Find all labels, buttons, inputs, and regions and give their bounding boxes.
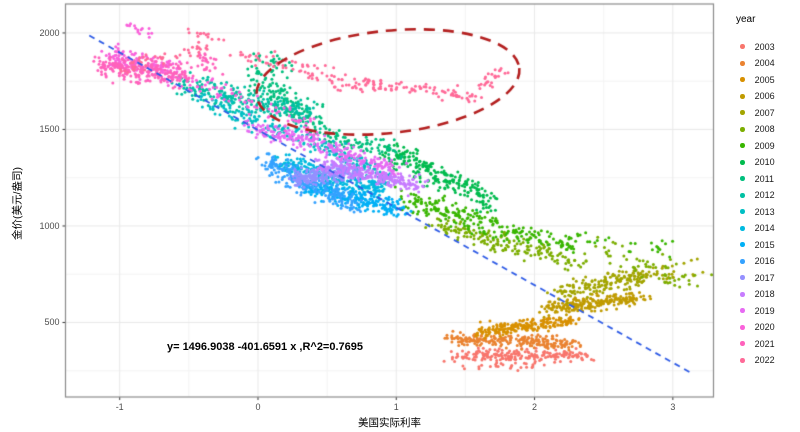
legend-entry: 2011 bbox=[740, 171, 774, 188]
legend-color-dot-icon bbox=[740, 143, 745, 149]
legend-entry: 2018 bbox=[740, 286, 775, 303]
legend-entry-label: 2003 bbox=[754, 41, 775, 52]
legend-entry-label: 2018 bbox=[754, 289, 775, 300]
legend-color-dot-icon bbox=[740, 324, 745, 330]
legend-entry-label: 2019 bbox=[754, 305, 775, 316]
legend-entry-label: 2015 bbox=[754, 239, 775, 250]
y-axis-title: 金价(美元/盎司) bbox=[11, 167, 24, 240]
legend-color-dot-icon bbox=[740, 258, 745, 264]
legend-entry: 2008 bbox=[740, 121, 775, 138]
legend-entry: 2019 bbox=[740, 303, 775, 320]
legend-color-dot-icon bbox=[740, 77, 745, 83]
legend-entry: 2003 bbox=[740, 39, 775, 56]
legend-entry: 2014 bbox=[740, 220, 775, 237]
x-tick-label: 2 bbox=[532, 402, 538, 412]
legend-entry-label: 2014 bbox=[754, 223, 775, 234]
legend-color-dot-icon bbox=[740, 225, 745, 231]
legend-entry: 2015 bbox=[740, 237, 775, 254]
legend-color-dot-icon bbox=[740, 44, 745, 50]
legend-entry-label: 2009 bbox=[754, 140, 775, 151]
legend-entry: 2012 bbox=[740, 187, 775, 204]
legend-entry-label: 2012 bbox=[754, 190, 775, 201]
x-tick-label: 1 bbox=[393, 402, 399, 412]
legend-entry: 2016 bbox=[740, 253, 775, 270]
legend-entry: 2017 bbox=[740, 270, 775, 287]
legend-entry-label: 2006 bbox=[754, 91, 775, 102]
legend-entry-label: 2022 bbox=[754, 355, 775, 366]
legend-color-dot-icon bbox=[740, 126, 745, 132]
legend-entry-label: 2020 bbox=[754, 322, 775, 333]
legend-color-dot-icon bbox=[740, 357, 745, 363]
legend-entry-label: 2010 bbox=[754, 157, 775, 168]
legend-entry-label: 2011 bbox=[754, 173, 774, 184]
legend-color-dot-icon bbox=[740, 192, 745, 198]
x-tick-label: 0 bbox=[255, 402, 261, 412]
legend-entry: 2021 bbox=[740, 336, 775, 353]
legend-color-dot-icon bbox=[740, 176, 745, 182]
legend-color-dot-icon bbox=[740, 275, 745, 281]
x-axis-title: 美国实际利率 bbox=[358, 417, 421, 429]
legend-entry-label: 2021 bbox=[754, 338, 775, 349]
legend-title: year bbox=[736, 14, 756, 25]
legend-entry: 2020 bbox=[740, 319, 775, 336]
legend: year 2003 2004 2005 2006 2007 2008 2009 2010 201… bbox=[735, 0, 800, 432]
legend-entry-label: 2013 bbox=[754, 206, 775, 217]
legend-entry: 2022 bbox=[740, 352, 775, 369]
legend-entry: 2005 bbox=[740, 72, 775, 89]
legend-color-dot-icon bbox=[740, 291, 745, 297]
legend-entry-label: 2004 bbox=[754, 58, 775, 69]
legend-entry-label: 2016 bbox=[754, 256, 775, 267]
legend-entry: 2006 bbox=[740, 88, 775, 105]
x-tick-label: -1 bbox=[115, 402, 124, 412]
legend-color-dot-icon bbox=[740, 159, 745, 165]
legend-entry-label: 2008 bbox=[754, 124, 775, 135]
legend-entry-label: 2017 bbox=[754, 272, 775, 283]
y-tick-label: 500 bbox=[44, 317, 60, 328]
legend-entry: 2004 bbox=[740, 55, 775, 72]
legend-entry-label: 2007 bbox=[754, 107, 775, 118]
x-tick-label: 3 bbox=[670, 402, 676, 412]
legend-entry: 2007 bbox=[740, 105, 775, 122]
legend-entry: 2009 bbox=[740, 138, 775, 155]
legend-color-dot-icon bbox=[740, 60, 745, 66]
y-tick-label: 1500 bbox=[39, 124, 60, 135]
legend-color-dot-icon bbox=[740, 242, 745, 248]
y-tick-label: 1000 bbox=[39, 220, 60, 231]
legend-entry: 2010 bbox=[740, 154, 775, 171]
legend-color-dot-icon bbox=[740, 209, 745, 215]
regression-equation-annotation: y= 1496.9038 -401.6591 x ,R^2=0.7695 bbox=[166, 341, 364, 353]
legend-color-dot-icon bbox=[740, 93, 745, 99]
legend-color-dot-icon bbox=[740, 341, 745, 347]
legend-color-dot-icon bbox=[740, 308, 745, 314]
legend-entry: 2013 bbox=[740, 204, 775, 221]
y-tick-label: 2000 bbox=[39, 27, 60, 38]
legend-color-dot-icon bbox=[740, 110, 745, 116]
legend-entry-label: 2005 bbox=[754, 74, 775, 85]
